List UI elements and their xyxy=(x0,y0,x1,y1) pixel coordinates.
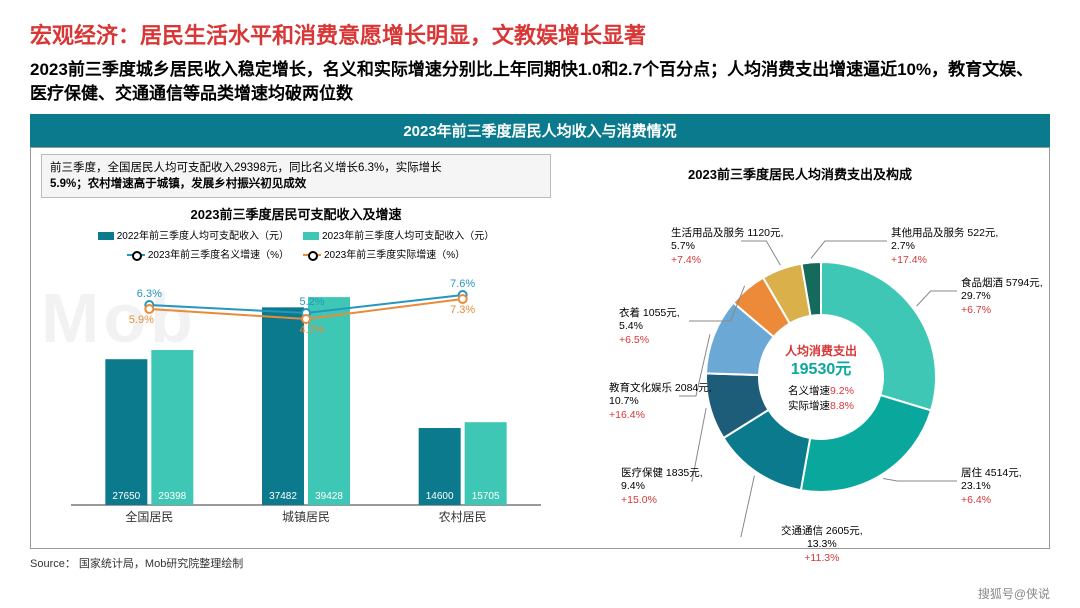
donut-label: 教育文化娱乐 2084元,10.7%+16.4% xyxy=(609,382,712,423)
svg-text:29398: 29398 xyxy=(158,491,186,502)
svg-text:37482: 37482 xyxy=(269,491,297,502)
bar-legend: 2022年前三季度人均可支配收入（元） 2023年前三季度人均可支配收入（元） … xyxy=(41,227,551,261)
svg-text:全国居民: 全国居民 xyxy=(125,509,173,524)
svg-text:7.6%: 7.6% xyxy=(450,278,475,290)
svg-text:39428: 39428 xyxy=(315,491,343,502)
bar-chart-title: 2023前三季度居民可支配收入及增速 xyxy=(41,204,551,223)
svg-text:5.2%: 5.2% xyxy=(299,296,324,308)
donut-label: 食品烟酒 5794元,29.7%+6.7% xyxy=(961,277,1043,318)
svg-text:7.3%: 7.3% xyxy=(450,304,475,316)
svg-text:城镇居民: 城镇居民 xyxy=(282,510,330,524)
donut-label: 居住 4514元,23.1%+6.4% xyxy=(961,467,1022,508)
svg-text:27650: 27650 xyxy=(112,491,140,502)
section-banner: 2023年前三季度居民人均收入与消费情况 xyxy=(30,114,1050,147)
svg-text:6.3%: 6.3% xyxy=(137,288,162,300)
donut-label: 其他用品及服务 522元,2.7%+17.4% xyxy=(891,227,998,268)
donut-label: 衣着 1055元,5.4%+6.5% xyxy=(619,307,680,348)
svg-text:15705: 15705 xyxy=(472,491,500,502)
svg-text:4.7%: 4.7% xyxy=(299,324,324,336)
page-title: 宏观经济：居民生活水平和消费意愿增长明显，文教娱增长显著 xyxy=(30,18,1050,50)
donut-chart: 人均消费支出 19530元 名义增速9.2% 实际增速8.8% 食品烟酒 579… xyxy=(561,187,1039,577)
donut-label: 医疗保健 1835元,9.4%+15.0% xyxy=(621,467,703,508)
svg-text:农村居民: 农村居民 xyxy=(439,510,487,524)
footer-attribution: 搜狐号@侠说 xyxy=(978,585,1050,602)
donut-title: 2023前三季度居民人均消费支出及构成 xyxy=(561,164,1039,183)
bar-line-chart: 27650 29398 全国居民 37482 39428 城镇居民 14600 15705 农村… xyxy=(41,263,551,544)
chart-container: Mob 前三季度，全国居民人均可支配收入29398元，同比名义增长6.3%，实际… xyxy=(30,147,1050,549)
svg-text:5.9%: 5.9% xyxy=(129,314,154,326)
donut-label: 交通通信 2605元,13.3%+11.3% xyxy=(781,525,863,566)
page-subtitle: 2023前三季度城乡居民收入稳定增长，名义和实际增速分别比上年同期快1.0和2.… xyxy=(30,58,1050,106)
donut-label: 生活用品及服务 1120元,5.7%+7.4% xyxy=(671,227,783,268)
svg-text:14600: 14600 xyxy=(426,491,454,502)
summary-note: 前三季度，全国居民人均可支配收入29398元，同比名义增长6.3%，实际增长 5… xyxy=(41,154,551,198)
